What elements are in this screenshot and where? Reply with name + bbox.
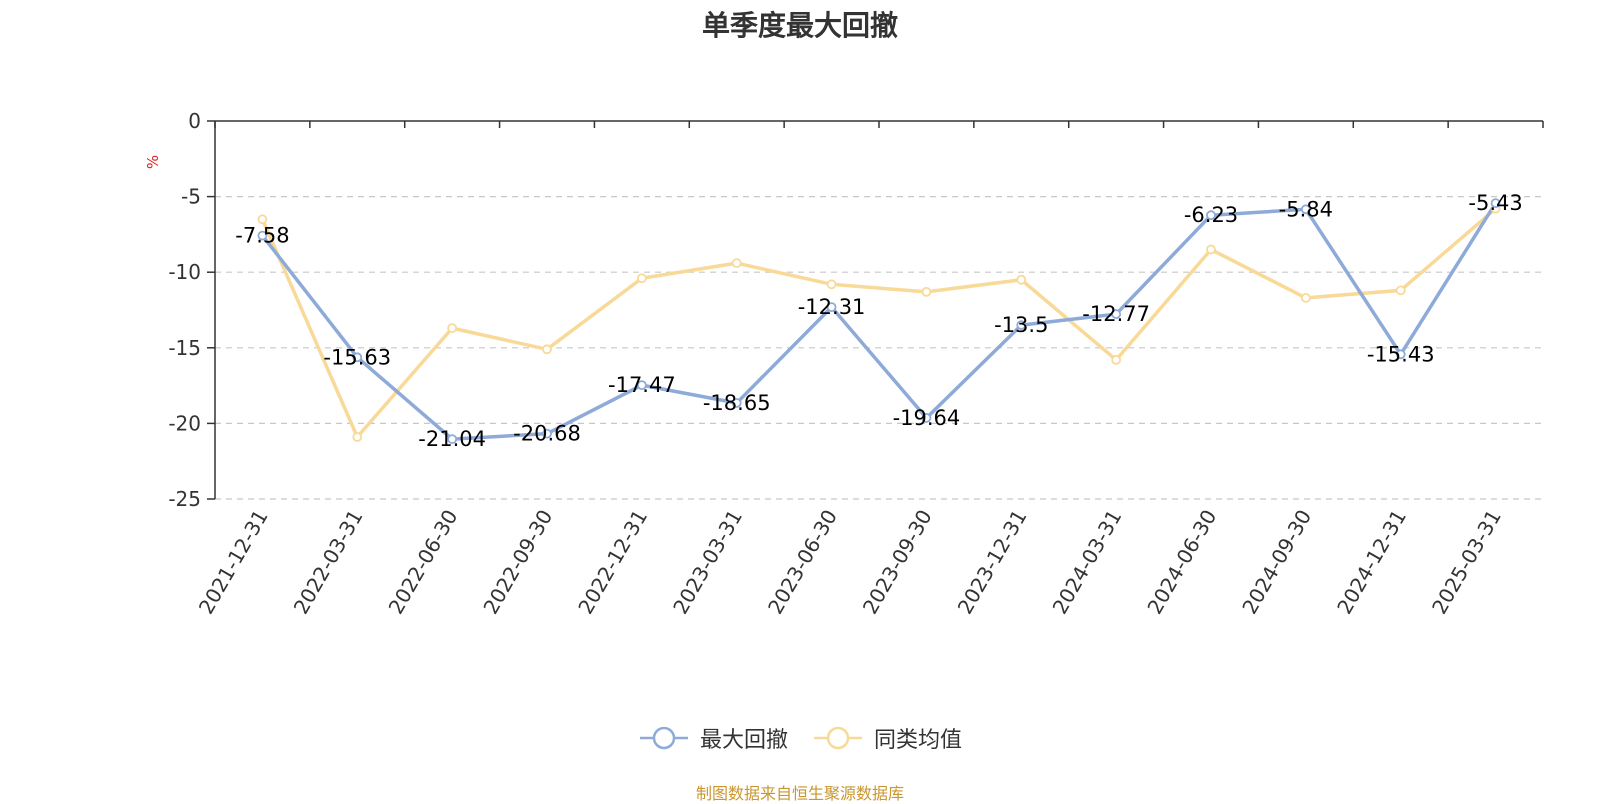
data-point-drawdown [1111, 309, 1122, 319]
data-label: -13.5 [994, 313, 1048, 337]
data-point-drawdown [1490, 198, 1501, 209]
y-tick-label: -15 [168, 336, 201, 360]
data-label: -6.23 [1184, 203, 1238, 227]
y-axis-unit-label: % [144, 155, 162, 169]
y-tick-label: -5 [181, 185, 201, 209]
data-point-drawdown [1395, 349, 1406, 360]
source-note: 制图数据来自恒生聚源数据库 [695, 784, 904, 803]
legend-label-peer-average: 同类均值 [874, 728, 963, 753]
data-point-drawdown [542, 428, 552, 439]
data-label: -20.68 [513, 422, 581, 446]
data-label: -5.43 [1468, 191, 1522, 215]
data-point-peer-average [636, 273, 647, 284]
legend-item-drawdown[interactable]: 最大回撤 [638, 722, 788, 754]
data-point-peer-average [826, 279, 837, 290]
legend: 最大回撤 同类均值 [0, 722, 1600, 754]
data-point-drawdown [636, 380, 647, 391]
data-point-drawdown [1016, 320, 1027, 331]
chart-title: 单季度最大回撤 [701, 9, 898, 42]
data-point-drawdown [447, 434, 458, 445]
x-tick-label: 2021-12-31 [194, 506, 273, 619]
y-tick-label: -10 [168, 260, 201, 284]
data-label: -18.65 [703, 391, 771, 415]
x-tick-label: 2024-06-30 [1142, 506, 1221, 619]
data-point-peer-average [542, 344, 552, 355]
data-point-drawdown [1206, 210, 1216, 221]
data-label: -7.58 [235, 224, 289, 248]
data-label: -21.04 [418, 427, 486, 451]
y-tick-label: 0 [188, 109, 201, 133]
data-label: -12.77 [1082, 302, 1150, 326]
x-tick-label: 2024-12-31 [1332, 506, 1411, 619]
data-point-peer-average [1111, 354, 1122, 365]
x-tick-label: 2023-03-31 [668, 506, 747, 619]
x-tick-label: 2023-09-30 [858, 506, 937, 619]
data-point-peer-average [1016, 274, 1027, 285]
data-point-peer-average [1395, 285, 1406, 296]
legend-label-drawdown: 最大回撤 [699, 728, 788, 753]
x-tick-label: 2025-03-31 [1427, 506, 1506, 619]
data-label: -19.64 [893, 406, 961, 430]
x-tick-label: 2022-09-30 [478, 506, 557, 619]
legend-swatch-peer-average [814, 726, 862, 750]
data-label: -15.63 [323, 345, 391, 369]
x-tick-label: 2022-03-31 [289, 506, 368, 619]
legend-swatch-drawdown [639, 726, 688, 750]
x-tick-label: 2022-06-30 [384, 505, 463, 618]
data-point-peer-average [447, 323, 458, 334]
x-tick-label: 2024-09-30 [1237, 506, 1316, 619]
data-label: -5.84 [1279, 197, 1333, 221]
x-tick-label: 2023-06-30 [763, 506, 842, 619]
data-point-drawdown [352, 352, 363, 363]
x-tick-label: 2022-12-31 [573, 506, 652, 619]
y-tick-label: -25 [168, 487, 201, 511]
x-tick-label: 2024-03-31 [1048, 506, 1127, 619]
data-point-peer-average [1300, 293, 1311, 303]
series-line-peer-average [260, 207, 1497, 439]
data-point-peer-average [921, 286, 932, 297]
data-point-peer-average [731, 258, 742, 269]
data-point-drawdown [826, 302, 837, 313]
data-point-peer-average [1206, 244, 1216, 255]
data-point-peer-average [257, 214, 268, 225]
series-line-drawdown [261, 202, 1498, 441]
data-label: -17.47 [608, 373, 676, 397]
data-label: -12.31 [798, 295, 866, 319]
x-tick-label: 2023-12-31 [953, 506, 1032, 619]
data-point-drawdown [1300, 204, 1311, 215]
data-point-drawdown [921, 413, 932, 423]
data-point-drawdown [731, 398, 742, 408]
data-point-peer-average [352, 432, 363, 442]
y-tick-label: -20 [168, 411, 201, 435]
data-label: -15.43 [1367, 342, 1435, 366]
legend-item-peer-average[interactable]: 同类均值 [812, 722, 962, 754]
data-point-drawdown [257, 230, 268, 241]
